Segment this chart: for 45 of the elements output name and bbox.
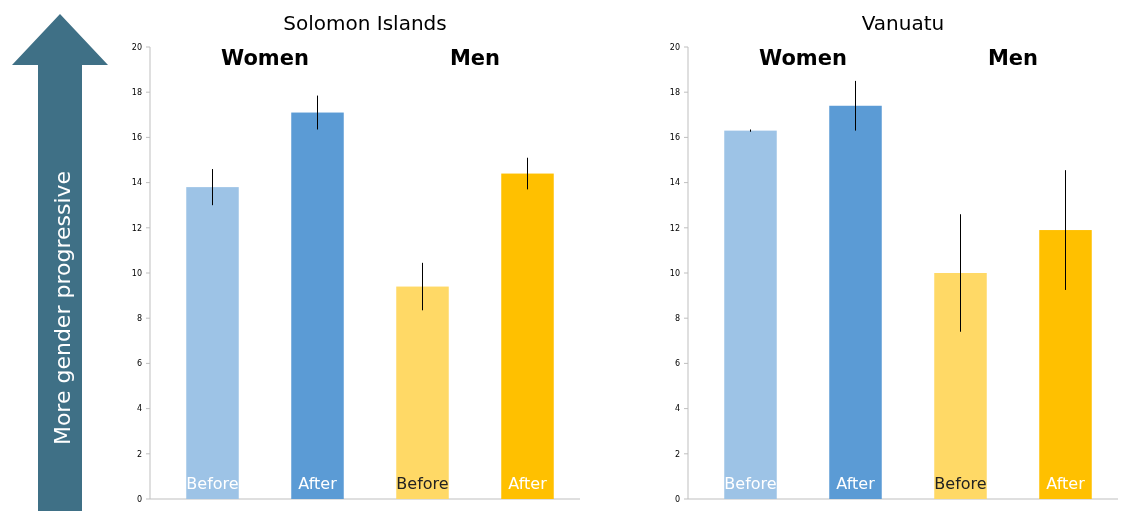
y-tick-label: 18 bbox=[669, 88, 680, 97]
bar bbox=[186, 187, 239, 499]
y-tick-label: 12 bbox=[669, 223, 680, 233]
annotation: Women bbox=[759, 46, 847, 70]
y-tick-label: 6 bbox=[136, 359, 142, 369]
x-tick-label: After bbox=[298, 474, 338, 493]
bar bbox=[396, 286, 449, 499]
bar bbox=[724, 130, 777, 499]
x-tick-label: After bbox=[1046, 474, 1086, 493]
y-tick-label: 2 bbox=[674, 449, 680, 459]
chart-title: Vanuatu bbox=[861, 11, 945, 35]
y-tick-label: 10 bbox=[131, 268, 142, 278]
y-tick-label: 16 bbox=[669, 133, 680, 143]
y-tick-label: 16 bbox=[131, 133, 142, 143]
y-tick-label: 18 bbox=[131, 88, 142, 97]
y-tick-label: 8 bbox=[674, 314, 680, 323]
x-tick-label: After bbox=[508, 474, 548, 493]
annotation: Men bbox=[987, 46, 1039, 70]
y-tick-label: 14 bbox=[131, 178, 142, 188]
annotation: Women bbox=[221, 46, 309, 70]
bar bbox=[829, 105, 882, 499]
x-tick-label: Before bbox=[724, 474, 777, 493]
y-tick-label: 2 bbox=[136, 449, 142, 459]
bar bbox=[934, 273, 987, 499]
y-tick-label: 4 bbox=[136, 404, 142, 414]
y-tick-label: 4 bbox=[674, 404, 680, 414]
x-tick-label: Before bbox=[396, 474, 449, 493]
y-tick-label: 8 bbox=[136, 314, 142, 323]
y-tick-label: 10 bbox=[669, 268, 680, 278]
bar bbox=[1039, 230, 1092, 499]
x-tick-label: After bbox=[836, 474, 876, 493]
y-tick-label: 12 bbox=[131, 223, 142, 233]
y-tick-label: 0 bbox=[674, 494, 680, 504]
y-tick-label: 20 bbox=[131, 42, 142, 52]
y-axis-title: More gender progressive bbox=[50, 170, 75, 446]
y-tick-label: 14 bbox=[669, 178, 680, 188]
x-tick-label: Before bbox=[934, 474, 987, 493]
chart-title: Solomon Islands bbox=[283, 11, 447, 35]
bar bbox=[501, 173, 554, 499]
bar bbox=[291, 112, 344, 499]
x-tick-label: Before bbox=[186, 474, 239, 493]
y-tick-label: 20 bbox=[669, 42, 680, 52]
annotation: Men bbox=[449, 46, 501, 70]
y-tick-label: 0 bbox=[136, 494, 142, 504]
y-tick-label: 6 bbox=[674, 359, 680, 369]
